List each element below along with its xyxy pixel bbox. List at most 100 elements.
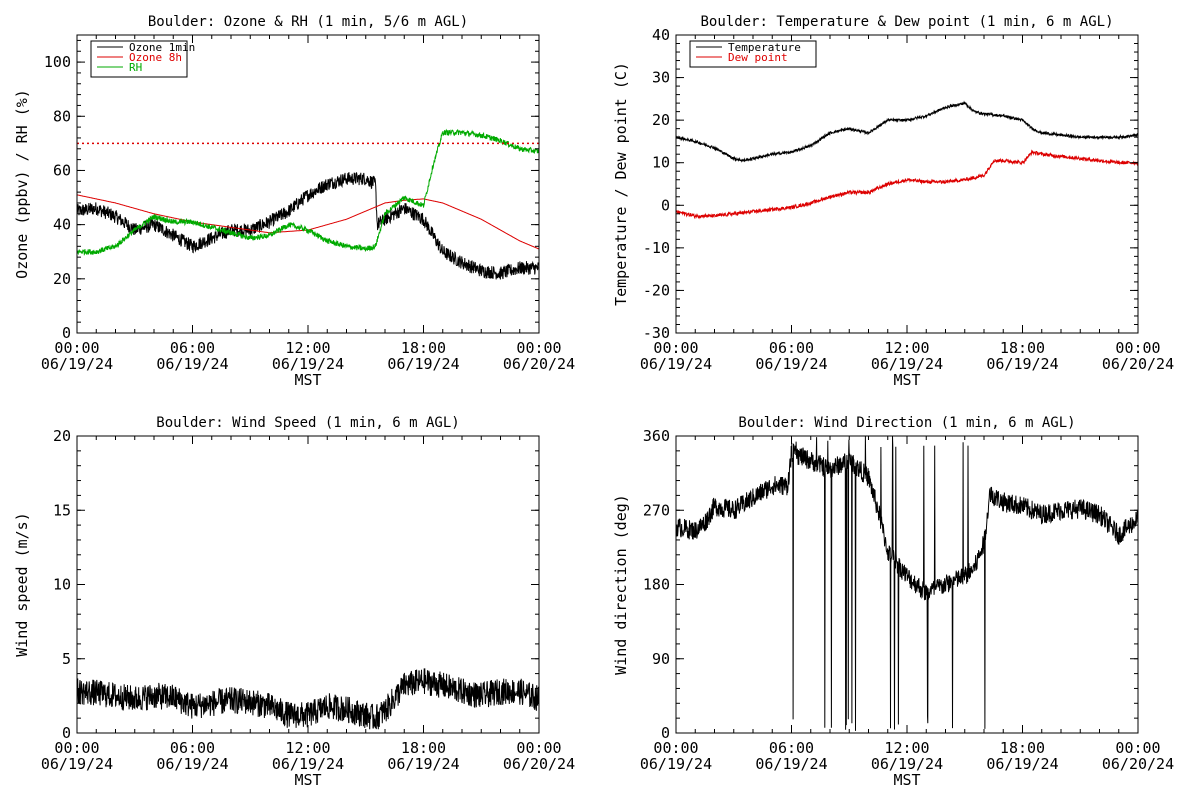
y-tick-label: 20 [53, 427, 71, 445]
x-tick-date: 06/19/24 [986, 755, 1058, 773]
x-tick-time: 00:00 [516, 739, 561, 757]
series-line-dew-point [676, 149, 1138, 220]
x-tick-time: 00:00 [54, 339, 99, 357]
x-axis-label: MST [893, 371, 920, 389]
x-tick-time: 12:00 [285, 339, 330, 357]
legend-entry: Ozone 8h [129, 51, 182, 64]
chart-title: Boulder: Temperature & Dew point (1 min,… [700, 14, 1113, 30]
legend-entry: Dew point [728, 51, 788, 64]
y-tick-label: 0 [661, 196, 670, 214]
y-tick-label: 5 [62, 650, 71, 668]
x-tick-date: 06/19/24 [156, 755, 228, 773]
x-tick-date: 06/19/24 [986, 355, 1058, 373]
legend-entry: RH [129, 61, 142, 74]
x-tick-time: 06:00 [170, 739, 215, 757]
plot-area [77, 668, 539, 730]
plot-frame [675, 34, 1139, 334]
y-axis-label: Wind speed (m/s) [13, 512, 31, 657]
x-tick-date: 06/19/24 [871, 755, 943, 773]
x-tick-time: 06:00 [170, 339, 215, 357]
legend [689, 40, 817, 68]
x-tick-date: 06/20/24 [1102, 355, 1174, 373]
x-tick-date: 06/19/24 [156, 355, 228, 373]
y-tick-label: 20 [652, 111, 670, 129]
x-tick-date: 06/19/24 [640, 755, 712, 773]
y-tick-label: -20 [643, 281, 670, 299]
x-tick-date: 06/19/24 [387, 355, 459, 373]
x-axis-label: MST [893, 771, 920, 789]
x-tick-date: 06/19/24 [871, 355, 943, 373]
y-tick-label: -10 [643, 239, 670, 257]
y-tick-label: 270 [643, 501, 670, 519]
y-axis-label: Wind direction (deg) [612, 494, 630, 675]
x-tick-time: 00:00 [1115, 739, 1160, 757]
y-axis-label: Temperature / Dew point (C) [612, 62, 630, 306]
y-tick-label: 40 [652, 26, 670, 44]
plot-area [77, 128, 539, 280]
x-tick-time: 18:00 [1000, 739, 1045, 757]
y-tick-label: 0 [62, 724, 71, 742]
series-line-data [676, 436, 1138, 731]
chart-title: Boulder: Wind Speed (1 min, 6 m AGL) [156, 415, 459, 431]
legend-entry: Temperature [728, 41, 801, 54]
x-tick-date: 06/19/24 [41, 355, 113, 373]
x-tick-time: 00:00 [653, 739, 698, 757]
chart-2: Boulder: Temperature & Dew point (1 min,… [612, 14, 1174, 389]
chart-1: Boulder: Ozone & RH (1 min, 5/6 m AGL) 0 2… [13, 14, 575, 389]
y-tick-label: 0 [62, 324, 71, 342]
x-tick-time: 12:00 [285, 739, 330, 757]
x-tick-time: 00:00 [653, 339, 698, 357]
y-tick-label: 60 [53, 161, 71, 179]
x-tick-time: 18:00 [401, 339, 446, 357]
x-tick-date: 06/19/24 [755, 355, 827, 373]
y-tick-label: 20 [53, 270, 71, 288]
y-tick-label: 40 [53, 216, 71, 234]
plot-frame [675, 435, 1139, 734]
y-axis-label: Ozone (ppbv) / RH (%) [13, 89, 31, 279]
y-tick-label: 10 [53, 576, 71, 594]
x-tick-time: 00:00 [516, 339, 561, 357]
x-tick-date: 06/19/24 [755, 755, 827, 773]
y-tick-label: 80 [53, 107, 71, 125]
x-tick-date: 06/20/24 [503, 755, 575, 773]
plot-area [676, 436, 1138, 731]
y-tick-label: 15 [53, 501, 71, 519]
series-line-ozone-1min [77, 172, 539, 280]
x-axis-label: MST [294, 771, 321, 789]
x-tick-time: 06:00 [769, 339, 814, 357]
x-tick-time: 00:00 [54, 739, 99, 757]
x-tick-date: 06/19/24 [387, 755, 459, 773]
series-line-data [77, 668, 539, 730]
x-tick-time: 00:00 [1115, 339, 1160, 357]
x-tick-date: 06/19/24 [272, 755, 344, 773]
y-tick-label: 0 [661, 724, 670, 742]
plot-area [676, 100, 1138, 220]
chart-title: Boulder: Wind Direction (1 min, 6 m AGL) [738, 415, 1075, 431]
x-tick-date: 06/19/24 [272, 355, 344, 373]
y-tick-label: 180 [643, 576, 670, 594]
x-tick-date: 06/19/24 [41, 755, 113, 773]
y-tick-label: 10 [652, 154, 670, 172]
x-tick-time: 12:00 [884, 339, 929, 357]
series-line-rh [77, 128, 539, 256]
x-tick-time: 06:00 [769, 739, 814, 757]
y-tick-label: 90 [652, 650, 670, 668]
chart-3: Boulder: Wind Speed (1 min, 6 m AGL) 0 5 10… [13, 415, 575, 789]
series-line-temperature [676, 100, 1138, 163]
chart-title: Boulder: Ozone & RH (1 min, 5/6 m AGL) [148, 14, 468, 30]
x-tick-date: 06/20/24 [1102, 755, 1174, 773]
x-tick-date: 06/19/24 [640, 355, 712, 373]
y-tick-label: 30 [652, 69, 670, 87]
x-tick-date: 06/20/24 [503, 355, 575, 373]
x-tick-time: 18:00 [1000, 339, 1045, 357]
plot-frame [76, 34, 540, 334]
y-tick-label: 100 [44, 53, 71, 71]
x-axis-label: MST [294, 371, 321, 389]
x-tick-time: 12:00 [884, 739, 929, 757]
chart-4: Boulder: Wind Direction (1 min, 6 m AGL)… [612, 415, 1174, 789]
y-tick-label: -30 [643, 324, 670, 342]
x-tick-time: 18:00 [401, 739, 446, 757]
legend-entry: Ozone 1min [129, 41, 195, 54]
y-tick-label: 360 [643, 427, 670, 445]
